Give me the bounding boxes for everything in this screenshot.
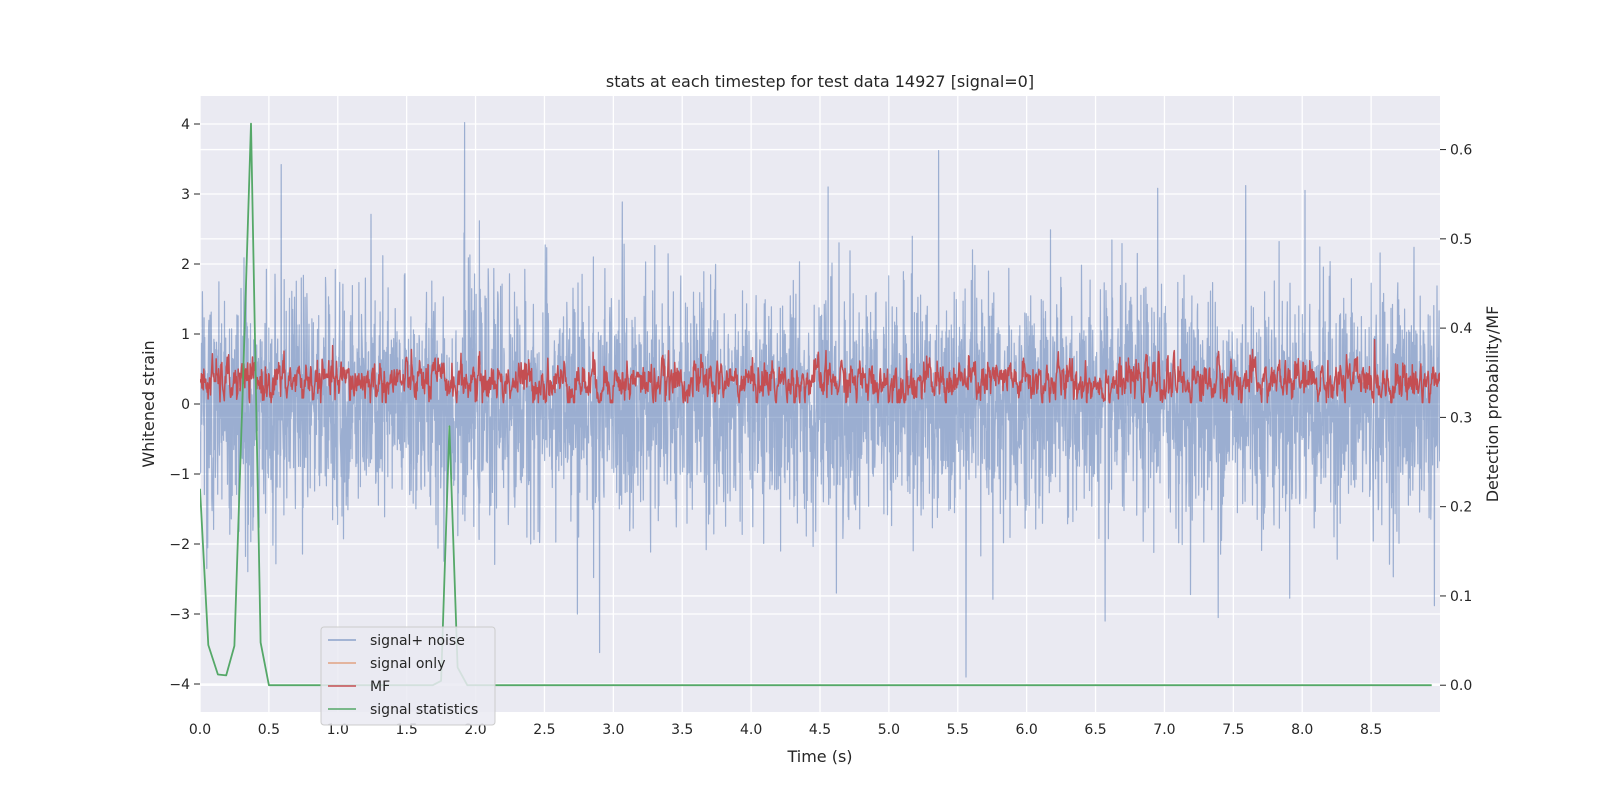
legend-label-mf: MF [370,679,390,695]
x-tick-label: 4.5 [809,722,831,738]
y2-tick-label: 0.4 [1450,321,1472,337]
legend-label-signal-only: signal only [370,656,445,672]
legend-label-signal-statistics: signal statistics [370,702,478,718]
y2-tick-label: 0.2 [1450,500,1472,516]
y-tick-label: 4 [181,117,190,133]
x-tick-label: 0.5 [258,722,280,738]
y-tick-label: −3 [169,607,190,623]
x-tick-label: 2.0 [464,722,486,738]
x-tick-label: 6.5 [1084,722,1106,738]
x-tick-label: 8.0 [1291,722,1313,738]
x-axis-label: Time (s) [786,747,852,766]
y2-tick-label: 0.5 [1450,232,1472,248]
legend-box [320,626,496,726]
y-axis-label: Whitened strain [139,340,158,467]
legend: signal+ noise signal only MF signal stat… [320,626,496,726]
x-tick-label: 1.0 [327,722,349,738]
y2-tick-label: 0.0 [1450,678,1472,694]
x-tick-label: 4.0 [740,722,762,738]
y2-tick-label: 0.6 [1450,143,1472,159]
x-tick-label: 3.0 [602,722,624,738]
y-tick-label: −2 [169,537,190,553]
x-axis-ticks: 0.0 0.5 1.0 1.5 2.0 2.5 3.0 3.5 4.0 4.5 5.0 5.5 6.0 6… [189,722,1382,738]
x-tick-label: 7.5 [1222,722,1244,738]
x-tick-label: 1.5 [396,722,418,738]
y-tick-label: 2 [181,257,190,273]
x-tick-label: 3.5 [671,722,693,738]
y-tick-label: −1 [169,467,190,483]
series-mf-line [200,338,1440,404]
y-tick-label: 1 [181,327,190,343]
x-tick-label: 0.0 [189,722,211,738]
x-tick-label: 5.0 [878,722,900,738]
y2-tick-label: 0.1 [1450,589,1472,605]
x-tick-label: 5.5 [947,722,969,738]
chart-title: stats at each timestep for test data 149… [606,72,1034,91]
y-tick-label: 0 [181,397,190,413]
y2-axis-label: Detection probability/MF [1483,306,1502,503]
legend-label-signal-plus-noise: signal+ noise [370,633,465,649]
y2-tick-label: 0.3 [1450,410,1472,426]
y2-axis-ticks: 0.6 0.5 0.4 0.3 0.2 0.1 0.0 [1440,143,1472,694]
y-tick-label: 3 [181,187,190,203]
x-tick-label: 2.5 [533,722,555,738]
x-tick-label: 7.0 [1153,722,1175,738]
y-axis-ticks: 4 3 2 1 0 −1 −2 −3 −4 [169,117,200,693]
y-tick-label: −4 [169,677,190,693]
x-tick-label: 6.0 [1016,722,1038,738]
x-tick-label: 8.5 [1360,722,1382,738]
